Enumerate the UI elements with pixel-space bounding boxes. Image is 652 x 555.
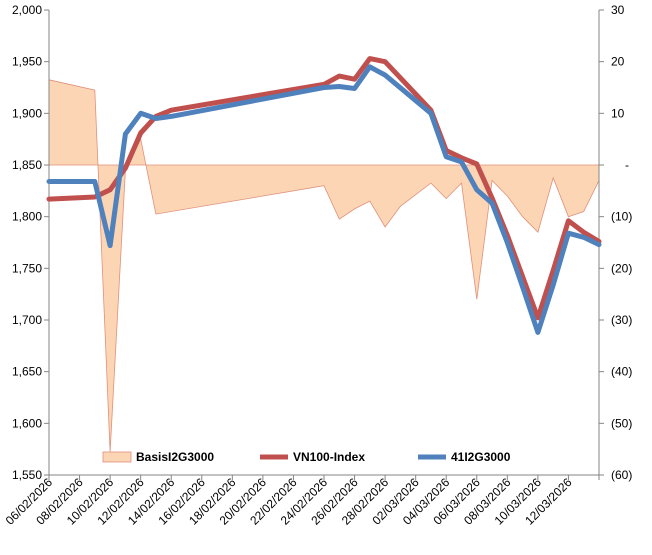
legend-label: 41I2G3000 [451,450,511,464]
vn100-index-line [46,56,602,321]
y-right-tick-label: (50) [611,416,632,430]
y-right-tick-label: 20 [611,55,625,69]
legend: BasisI2G3000 VN100-Index 41I2G3000 [102,450,511,464]
y-right-tick-label: (60) [611,468,632,482]
y-left-tick-label: 1,900 [12,106,42,120]
y-right-tick-label: 10 [611,106,625,120]
series-41i2g3000-line [46,64,602,335]
axes-layer: 1,550 1,600 1,650 1,700 1,750 1,800 1,850 1,900… [3,3,633,528]
legend-swatch-area [102,451,132,463]
y-left-tick-label: 1,750 [12,261,42,275]
legend-label: VN100-Index [293,450,365,464]
y-right-tick-label: (10) [611,210,632,224]
y-left-tick-label: 1,700 [12,313,42,327]
y-right-tick-label: (40) [611,365,632,379]
y-right-tick-label: 30 [611,3,625,17]
legend-label: BasisI2G3000 [136,450,214,464]
y-left-tick-label: 1,600 [12,416,42,430]
y-left-tick-label: 2,000 [12,3,42,17]
y-right-tick-label: - [625,158,629,172]
y-left-tick-label: 1,850 [12,158,42,172]
y-left-tick-label: 1,550 [12,468,42,482]
y-left-tick-label: 1,650 [12,365,42,379]
lines-layer [46,56,602,335]
y-left-tick-label: 1,800 [12,210,42,224]
y-right-tick-label: (30) [611,313,632,327]
y-left-tick-label: 1,950 [12,55,42,69]
y-right-tick-label: (20) [611,261,632,275]
